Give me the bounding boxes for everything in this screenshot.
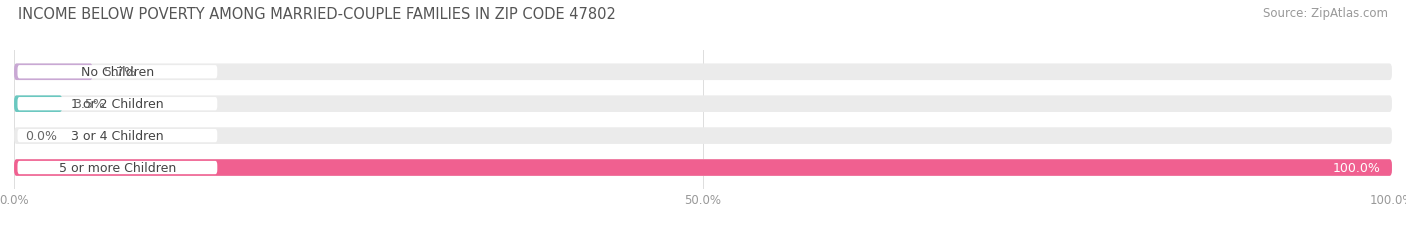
FancyBboxPatch shape bbox=[14, 96, 1392, 112]
Text: 5 or more Children: 5 or more Children bbox=[59, 161, 176, 174]
FancyBboxPatch shape bbox=[17, 98, 218, 111]
Text: INCOME BELOW POVERTY AMONG MARRIED-COUPLE FAMILIES IN ZIP CODE 47802: INCOME BELOW POVERTY AMONG MARRIED-COUPL… bbox=[18, 7, 616, 22]
Text: 0.0%: 0.0% bbox=[25, 130, 58, 143]
FancyBboxPatch shape bbox=[17, 66, 218, 79]
Text: 3 or 4 Children: 3 or 4 Children bbox=[72, 130, 163, 143]
FancyBboxPatch shape bbox=[14, 128, 1392, 144]
Text: 100.0%: 100.0% bbox=[1333, 161, 1381, 174]
Text: Source: ZipAtlas.com: Source: ZipAtlas.com bbox=[1263, 7, 1388, 20]
Text: No Children: No Children bbox=[80, 66, 155, 79]
FancyBboxPatch shape bbox=[14, 64, 1392, 81]
FancyBboxPatch shape bbox=[14, 64, 93, 81]
FancyBboxPatch shape bbox=[17, 129, 218, 143]
FancyBboxPatch shape bbox=[17, 161, 218, 174]
Text: 5.7%: 5.7% bbox=[104, 66, 135, 79]
Text: 1 or 2 Children: 1 or 2 Children bbox=[72, 98, 163, 111]
Text: 3.5%: 3.5% bbox=[73, 98, 105, 111]
FancyBboxPatch shape bbox=[14, 160, 1392, 176]
FancyBboxPatch shape bbox=[14, 96, 62, 112]
FancyBboxPatch shape bbox=[14, 160, 1392, 176]
